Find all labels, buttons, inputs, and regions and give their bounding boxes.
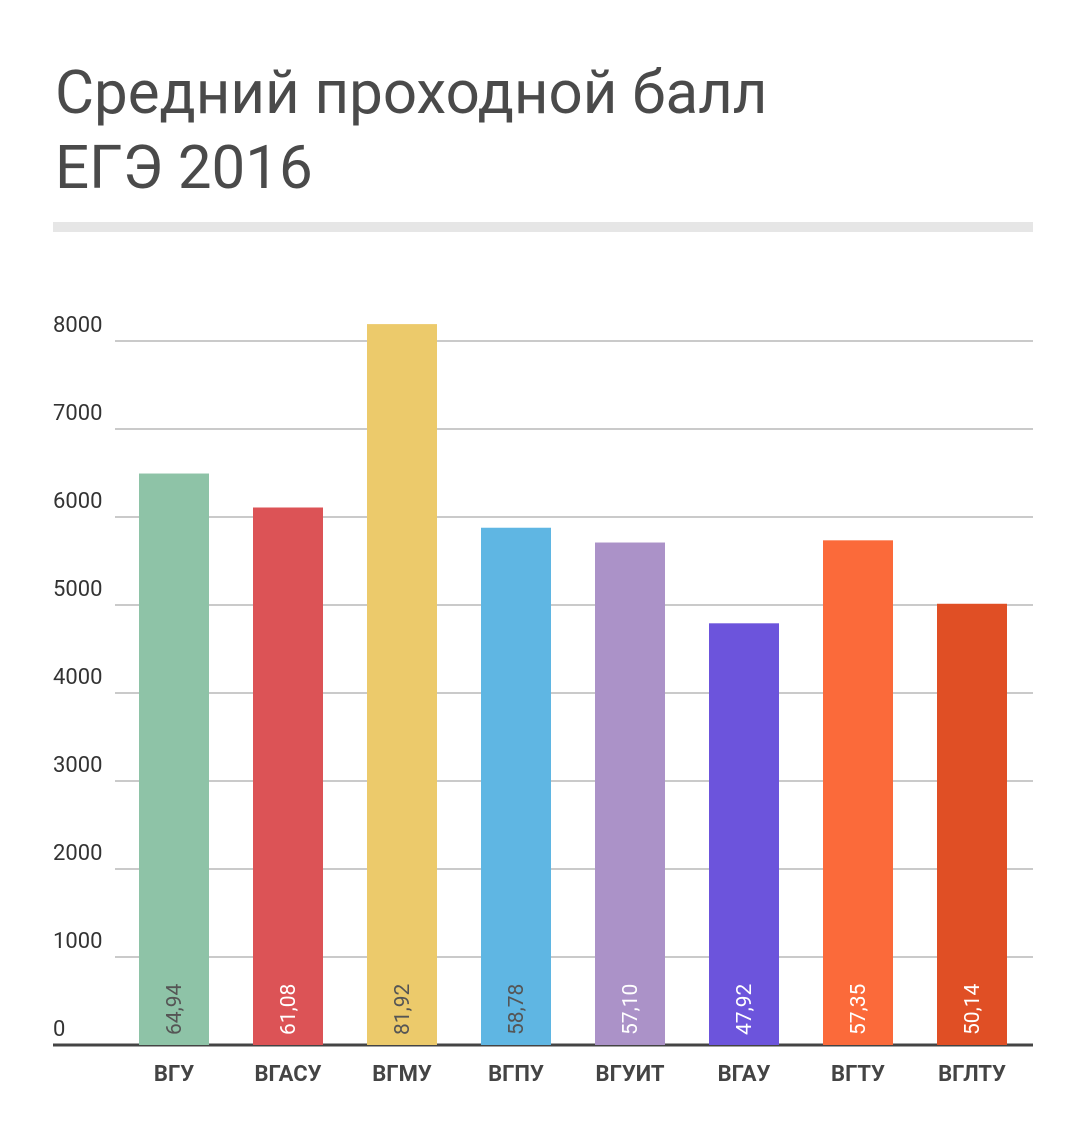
y-tick-label: 3000 <box>53 753 102 778</box>
chart-title: Средний проходной балл <box>55 57 767 128</box>
x-tick-label: ВГТУ <box>831 1062 885 1087</box>
bar <box>709 623 779 1045</box>
bar <box>481 527 551 1045</box>
bar <box>367 324 437 1045</box>
bar <box>823 540 893 1045</box>
value-label: 57,35 <box>847 984 871 1035</box>
x-tick-label: ВГАСУ <box>254 1062 321 1087</box>
x-tick-label: ВГАУ <box>718 1062 771 1087</box>
value-label: 64,94 <box>163 983 187 1035</box>
y-tick-label: 8000 <box>53 313 102 338</box>
chart-title: ЕГЭ 2016 <box>55 132 313 203</box>
bar <box>937 603 1007 1045</box>
value-label: 58,78 <box>505 984 529 1035</box>
y-tick-label: 1000 <box>53 929 102 954</box>
bar <box>139 473 209 1045</box>
y-tick-label: 4000 <box>53 665 102 690</box>
value-label: 47,92 <box>733 983 757 1035</box>
value-label: 61,08 <box>277 984 301 1035</box>
y-tick-label: 5000 <box>53 577 102 602</box>
y-tick-label: 6000 <box>53 489 102 514</box>
y-tick-label: 0 <box>53 1017 65 1042</box>
divider <box>53 222 1033 232</box>
y-tick-label: 7000 <box>53 401 102 426</box>
value-label: 57,10 <box>619 984 643 1035</box>
x-tick-label: ВГУИТ <box>596 1062 665 1087</box>
x-tick-label: ВГУ <box>154 1062 194 1087</box>
bar <box>595 542 665 1045</box>
value-label: 50,14 <box>961 983 985 1035</box>
x-tick-label: ВГМУ <box>372 1062 432 1087</box>
x-tick-label: ВГПУ <box>488 1062 544 1087</box>
y-tick-label: 2000 <box>53 841 102 866</box>
x-tick-label: ВГЛТУ <box>938 1062 1006 1087</box>
bar <box>253 507 323 1046</box>
value-label: 81,92 <box>391 983 415 1035</box>
